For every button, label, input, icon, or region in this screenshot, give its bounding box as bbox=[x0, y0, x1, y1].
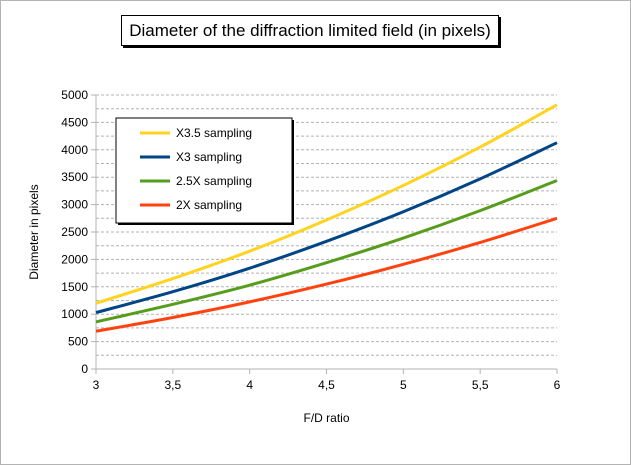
x-axis-title: F/D ratio bbox=[303, 411, 349, 425]
y-axis-ticks: 0 500 1000 1500 2000 2500 3000 3500 4000 4500 5000 bbox=[61, 88, 96, 376]
y-tick-label: 1000 bbox=[61, 307, 88, 321]
y-tick-label: 2000 bbox=[61, 252, 88, 266]
y-tick-label: 4000 bbox=[61, 143, 88, 157]
series-line-2 bbox=[95, 179, 558, 324]
series-line-3 bbox=[95, 216, 558, 333]
series-line-0 bbox=[95, 103, 558, 305]
legend-label: 2.5X sampling bbox=[176, 174, 252, 188]
legend-label: X3 sampling bbox=[176, 150, 242, 164]
x-tick-label: 5 bbox=[400, 378, 407, 392]
x-tick-label: 3,5 bbox=[164, 378, 181, 392]
chart-title: Diameter of the diffraction limited fiel… bbox=[121, 15, 499, 46]
y-tick-label: 3500 bbox=[61, 170, 88, 184]
y-axis-title: Diameter in pixels bbox=[27, 184, 41, 279]
y-tick-label: 0 bbox=[81, 362, 88, 376]
legend: X3.5 sampling X3 sampling 2.5X sampling 2X … bbox=[115, 117, 294, 225]
y-tick-label: 2500 bbox=[61, 225, 88, 239]
x-tick-label: 5,5 bbox=[472, 378, 489, 392]
x-tick-label: 4 bbox=[246, 378, 253, 392]
y-tick-label: 5000 bbox=[61, 88, 88, 102]
x-axis-ticks: 3 3,5 4 4,5 5 5,5 6 bbox=[93, 369, 561, 392]
x-tick-label: 4,5 bbox=[318, 378, 335, 392]
series-line-1 bbox=[95, 141, 558, 315]
y-tick-label: 3000 bbox=[61, 198, 88, 212]
x-tick-label: 6 bbox=[554, 378, 561, 392]
x-tick-label: 3 bbox=[93, 378, 100, 392]
y-tick-label: 500 bbox=[68, 335, 88, 349]
legend-label: 2X sampling bbox=[176, 198, 242, 212]
y-tick-label: 1500 bbox=[61, 280, 88, 294]
y-tick-label: 4500 bbox=[61, 115, 88, 129]
legend-label: X3.5 sampling bbox=[176, 126, 252, 140]
series-lines bbox=[95, 103, 558, 333]
